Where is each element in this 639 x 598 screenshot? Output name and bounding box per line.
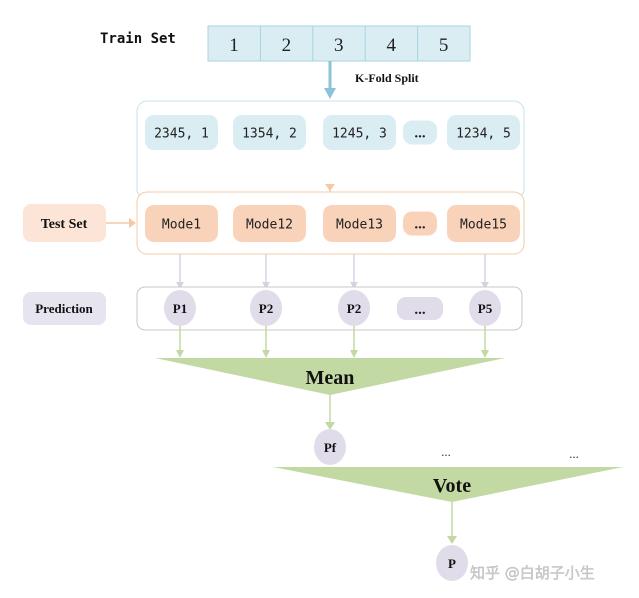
model-item: [447, 205, 520, 242]
model-item-ellipsis: [403, 211, 437, 236]
split-item: [447, 115, 520, 150]
train-set-label: Train Set: [100, 31, 176, 47]
prediction-ellipsis-label: ...: [414, 302, 426, 318]
prediction-node: [164, 290, 196, 326]
split-item: [323, 115, 396, 150]
prediction-node: [250, 290, 282, 326]
test-set-label: Test Set: [41, 217, 88, 232]
vote-funnel: [273, 467, 623, 502]
prediction-label: Prediction: [35, 301, 93, 316]
watermark: 知乎 @白胡子小生: [470, 564, 595, 582]
prediction-node-label: P1: [173, 301, 187, 316]
vote-label: Vote: [433, 475, 471, 497]
model-item-label: Mode1: [162, 218, 201, 233]
model-item-label: Mode15: [460, 218, 507, 233]
k-fold-split-label: K-Fold Split: [355, 71, 419, 85]
train-fold-cell: 4: [386, 35, 396, 56]
model-item: [323, 205, 396, 242]
prediction-ellipsis: [397, 297, 443, 320]
split-item-label: ...: [414, 126, 426, 142]
final-p-node: [436, 545, 468, 581]
prediction-node: [338, 290, 370, 326]
train-fold-cell: 5: [439, 35, 449, 56]
model-item-label: ...: [414, 217, 426, 233]
mean-funnel: [155, 358, 505, 395]
prediction-node: [469, 290, 501, 326]
model-item: [145, 205, 218, 242]
split-item-label: 1234, 5: [456, 127, 511, 142]
pf-node: [314, 429, 346, 465]
train-fold-cell: 3: [334, 35, 344, 56]
split-item-label: 2345, 1: [154, 127, 209, 142]
split-item-label: 1354, 2: [242, 127, 297, 142]
train-fold-cell: 2: [282, 35, 292, 56]
prediction-node-label: P5: [478, 301, 493, 316]
model-item: [233, 205, 306, 242]
prediction-node-label: P2: [259, 301, 273, 316]
split-item: [233, 115, 306, 150]
test-set-box: [23, 204, 106, 242]
model-item-label: Mode13: [336, 218, 383, 233]
prediction-box: [23, 292, 106, 325]
split-item: [145, 115, 218, 150]
model-item-label: Mode12: [246, 218, 293, 233]
split-item-ellipsis: [403, 120, 437, 145]
final-p-label: P: [448, 556, 456, 571]
train-set-folds: 1 2 3 4 5: [207, 25, 471, 62]
prediction-node-label: P2: [347, 301, 361, 316]
pf-label: Pf: [324, 440, 337, 455]
mean-label: Mean: [306, 367, 355, 389]
train-fold-cell: 1: [229, 35, 239, 56]
split-item-label: 1245, 3: [332, 127, 387, 142]
other-dots-1: ...: [441, 444, 451, 459]
other-dots-2: ...: [569, 446, 579, 461]
